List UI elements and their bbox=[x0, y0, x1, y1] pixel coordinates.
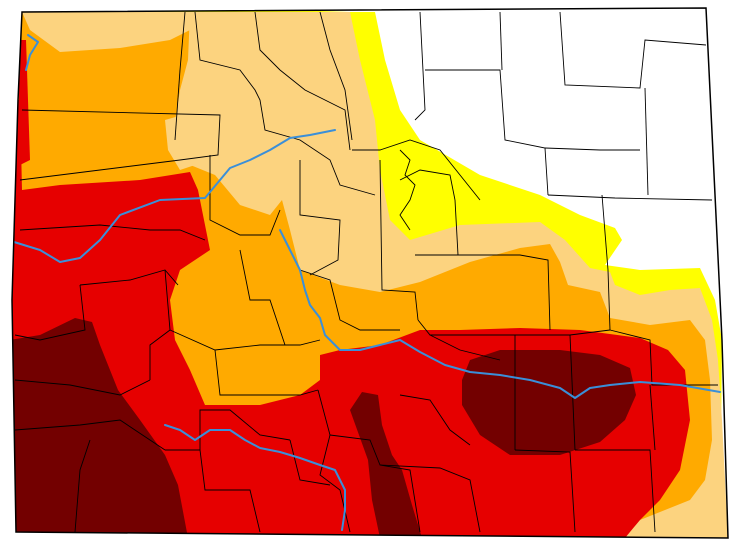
zone-exceptional-southwest bbox=[12, 318, 188, 538]
county-line bbox=[299, 269, 400, 331]
county-line bbox=[429, 334, 501, 361]
county-line bbox=[149, 269, 171, 380]
county-line bbox=[14, 419, 166, 451]
county-line bbox=[319, 11, 353, 141]
county-line bbox=[544, 147, 640, 151]
county-line bbox=[199, 409, 291, 450]
county-line bbox=[74, 439, 91, 533]
county-line bbox=[414, 11, 426, 121]
county-line bbox=[254, 11, 351, 151]
county-line bbox=[169, 329, 321, 351]
county-line bbox=[239, 249, 286, 346]
county-line bbox=[399, 149, 416, 231]
county-line bbox=[379, 464, 481, 533]
county-line bbox=[194, 11, 376, 196]
county-line bbox=[417, 319, 611, 336]
state-boundary bbox=[11, 7, 729, 539]
zone-extreme-northwest-edge bbox=[18, 40, 30, 165]
county-line bbox=[165, 449, 261, 533]
county-line bbox=[514, 449, 576, 533]
county-line bbox=[575, 449, 656, 533]
county-line bbox=[299, 160, 341, 276]
county-line bbox=[289, 439, 331, 486]
county-line bbox=[547, 194, 713, 201]
county-line bbox=[379, 159, 419, 321]
county-line bbox=[19, 109, 221, 181]
county-line bbox=[601, 194, 611, 331]
county-line bbox=[649, 384, 656, 451]
county-line bbox=[174, 69, 181, 141]
county-line bbox=[399, 394, 471, 446]
zone-moderate-west-valley bbox=[165, 110, 215, 170]
county-line bbox=[499, 11, 503, 71]
county-line bbox=[454, 199, 551, 331]
county-line bbox=[399, 169, 456, 201]
rivers bbox=[13, 34, 721, 531]
county-line bbox=[559, 11, 707, 89]
county-line bbox=[569, 334, 576, 451]
county-line bbox=[209, 155, 281, 236]
river-colorado bbox=[13, 129, 336, 263]
county-line bbox=[214, 349, 319, 396]
county-line bbox=[14, 284, 86, 341]
county-line bbox=[79, 269, 179, 286]
river-gunnison-arkansas bbox=[279, 229, 721, 399]
county-line bbox=[425, 69, 549, 196]
zone-moderate-patch-west bbox=[22, 12, 190, 52]
county-line bbox=[19, 224, 206, 241]
county-line bbox=[179, 11, 186, 71]
county-line bbox=[14, 379, 151, 396]
county-line bbox=[644, 87, 649, 196]
river-yampa bbox=[25, 34, 39, 71]
county-line bbox=[317, 389, 351, 533]
county-line bbox=[352, 139, 481, 201]
river-rio-grande bbox=[164, 424, 346, 531]
